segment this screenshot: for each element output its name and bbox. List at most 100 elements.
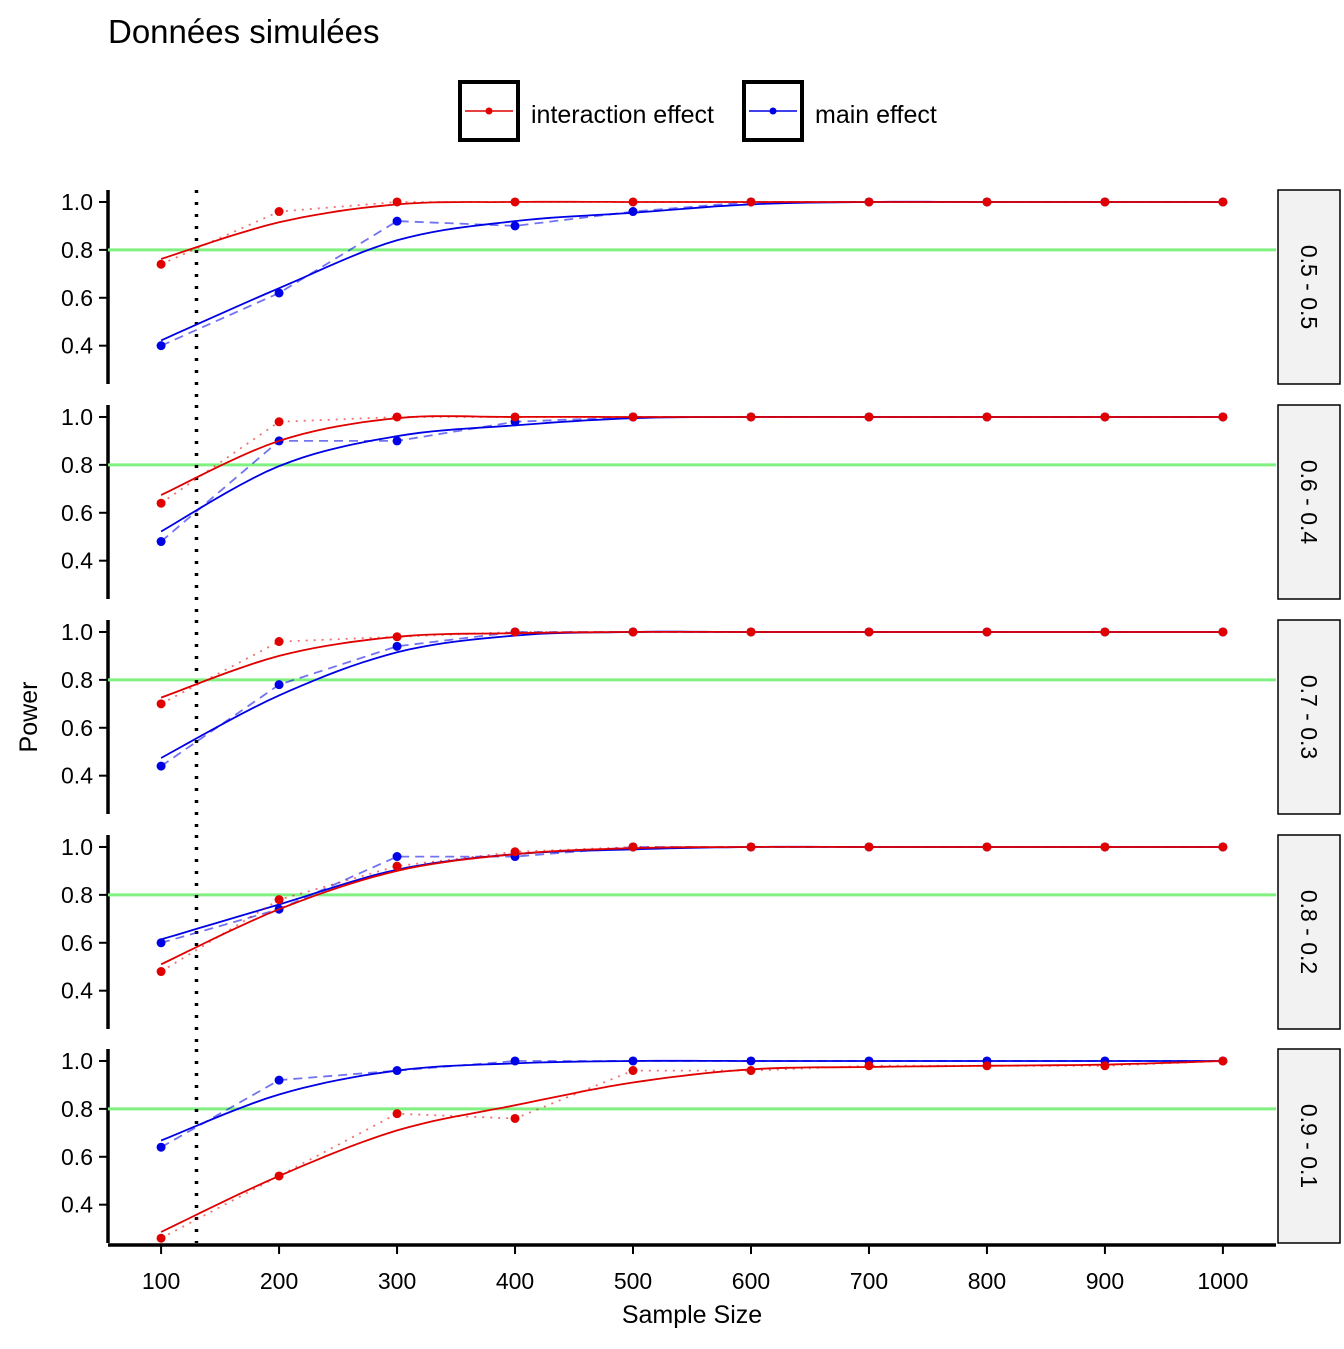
point-main-500 [628,1056,638,1066]
x-tick-label: 500 [614,1268,652,1294]
point-main-300 [392,1066,402,1076]
series-interaction-smooth-line [160,631,1223,699]
point-interaction-300 [392,632,402,642]
point-interaction-1000 [1218,197,1228,207]
legend-key-main-point [769,107,777,115]
y-tick-label: 1.0 [61,404,93,430]
series-interaction-smooth-line [160,200,1223,260]
y-tick-label: 1.0 [61,189,93,215]
series-main-smooth-line [160,200,1223,342]
point-main-300 [392,641,402,651]
point-interaction-900 [1100,197,1110,207]
facet-strip [1277,834,1341,1030]
facet-label: 0.5 - 0.5 [1296,245,1322,329]
point-interaction-700 [864,412,874,422]
point-interaction-400 [510,197,520,207]
point-interaction-600 [746,412,756,422]
point-interaction-100 [156,498,166,508]
x-tick-label: 700 [850,1268,888,1294]
point-main-400 [510,1056,520,1066]
legend: interaction effect main effect [458,80,937,142]
legend-label-interaction: interaction effect [531,101,714,129]
x-tick-label: 900 [1086,1268,1124,1294]
y-tick-label: 0.6 [61,1144,93,1170]
x-tick-label: 400 [496,1268,534,1294]
x-tick-label: 300 [378,1268,416,1294]
y-tick-label: 0.4 [61,763,93,789]
y-tick-label: 0.8 [61,882,93,908]
point-interaction-200 [274,895,284,905]
series-interaction-raw-line [160,1060,1223,1239]
y-tick-label: 0.4 [61,548,93,574]
point-main-200 [274,1075,284,1085]
point-interaction-100 [156,259,166,269]
point-interaction-300 [392,197,402,207]
x-axis: 100 200 300 400 500 600 700 800 900 1000 [108,1243,1276,1294]
point-interaction-900 [1100,842,1110,852]
point-interaction-500 [628,412,638,422]
point-interaction-500 [628,1066,638,1076]
y-tick-label: 0.4 [61,978,93,1004]
point-interaction-300 [392,1109,402,1119]
point-interaction-600 [746,197,756,207]
point-interaction-900 [1100,627,1110,637]
y-tick-label: 0.8 [61,452,93,478]
point-interaction-700 [864,1061,874,1071]
point-interaction-800 [982,197,992,207]
point-interaction-500 [628,842,638,852]
point-main-300 [392,436,402,446]
point-interaction-700 [864,197,874,207]
point-main-500 [628,207,638,217]
point-interaction-100 [156,1233,166,1243]
point-main-200 [274,680,284,690]
point-interaction-200 [274,417,284,427]
point-interaction-1000 [1218,842,1228,852]
point-interaction-700 [864,842,874,852]
panel-1: 0.4 0.6 0.8 1.0 0.5 - 0.5 [61,189,1341,405]
point-interaction-500 [628,197,638,207]
panel-3: 0.4 0.6 0.8 1.0 0.7 - 0.3 [61,619,1341,835]
series-main-smooth-line [160,630,1223,759]
series-interaction-smooth-line [160,846,1223,966]
point-main-600 [746,1056,756,1066]
x-tick-label: 600 [732,1268,770,1294]
point-main-100 [156,1142,166,1152]
point-interaction-400 [510,1113,520,1123]
chart-title: Données simulées [108,13,379,50]
y-tick-label: 0.8 [61,237,93,263]
point-interaction-600 [746,627,756,637]
x-tick-label: 1000 [1197,1268,1248,1294]
point-main-100 [156,761,166,771]
series-interaction-raw-line [160,846,1223,973]
y-tick-label: 0.6 [61,500,93,526]
x-tick-label: 200 [260,1268,298,1294]
point-interaction-800 [982,842,992,852]
point-interaction-100 [156,699,166,709]
point-interaction-1000 [1218,1056,1228,1066]
series-interaction-raw-line [160,631,1223,705]
series-interaction-raw-line [160,201,1223,266]
y-tick-label: 0.6 [61,285,93,311]
point-interaction-400 [510,627,520,637]
series-main-smooth-line [160,1059,1223,1142]
point-main-300 [392,852,402,862]
y-axis-title: Power [15,682,43,753]
panel-2: 0.4 0.6 0.8 1.0 0.6 - 0.4 [61,404,1341,620]
point-interaction-900 [1100,1061,1110,1071]
point-interaction-800 [982,1061,992,1071]
facet-label: 0.9 - 0.1 [1296,1104,1322,1188]
facet-label: 0.8 - 0.2 [1296,890,1322,974]
point-main-100 [156,938,166,948]
point-interaction-300 [392,412,402,422]
y-tick-label: 1.0 [61,1048,93,1074]
y-tick-label: 0.8 [61,667,93,693]
y-tick-label: 0.4 [61,1192,93,1218]
y-tick-label: 0.6 [61,715,93,741]
point-main-400 [510,221,520,231]
series-interaction-smooth-line [160,415,1223,496]
point-interaction-200 [274,1171,284,1181]
point-interaction-500 [628,627,638,637]
series-main-smooth-line [160,416,1223,533]
